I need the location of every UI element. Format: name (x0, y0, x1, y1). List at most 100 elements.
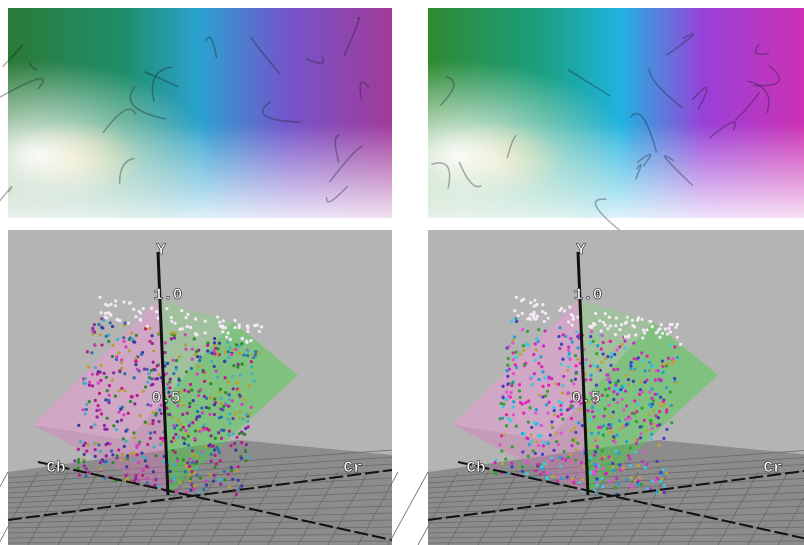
color-point (179, 481, 182, 484)
color-point (146, 443, 149, 446)
color-point (589, 335, 592, 338)
color-point (576, 316, 579, 319)
color-point (151, 411, 154, 414)
color-point (218, 416, 221, 419)
color-point (676, 356, 679, 359)
color-point (115, 358, 118, 361)
color-point (94, 448, 97, 451)
color-point (570, 417, 573, 420)
color-point (174, 331, 177, 334)
color-point (589, 364, 592, 367)
color-point (206, 342, 209, 345)
color-point (105, 376, 108, 379)
color-point (653, 423, 656, 426)
color-point (612, 410, 615, 413)
color-point (195, 454, 198, 457)
color-point (96, 404, 99, 407)
color-point (170, 479, 173, 482)
color-point (640, 432, 643, 435)
color-point (232, 364, 235, 367)
color-point (166, 383, 169, 386)
color-point (545, 403, 548, 406)
color-point (175, 424, 178, 427)
color-point (521, 465, 524, 468)
color-point (213, 350, 216, 353)
color-point (223, 376, 226, 379)
color-point (99, 333, 102, 336)
color-point (628, 417, 631, 420)
color-point (524, 401, 527, 404)
color-point (132, 431, 135, 434)
color-point (195, 418, 198, 421)
color-point (507, 357, 510, 360)
color-point (177, 436, 180, 439)
color-point (535, 337, 538, 340)
color-point (228, 485, 231, 488)
color-point (115, 428, 118, 431)
color-point (671, 362, 674, 365)
color-point (618, 419, 621, 422)
color-point (97, 382, 100, 385)
color-point (662, 371, 665, 374)
color-point (193, 437, 196, 440)
color-point (192, 399, 195, 402)
color-point (521, 450, 524, 453)
color-point (134, 477, 137, 480)
color-point (229, 444, 232, 447)
color-point (153, 484, 156, 487)
color-point (654, 379, 657, 382)
color-point (537, 340, 540, 343)
color-point (260, 325, 263, 328)
color-point (258, 330, 261, 333)
color-point (512, 400, 515, 403)
color-point (567, 456, 570, 459)
color-point (590, 432, 593, 435)
color-point (625, 404, 628, 407)
color-point (219, 459, 222, 462)
color-point (592, 322, 595, 325)
color-point (224, 351, 227, 354)
color-point (153, 445, 156, 448)
color-point (231, 478, 234, 481)
color-point (603, 455, 606, 458)
color-point (514, 317, 517, 320)
color-point (240, 457, 243, 460)
color-point (534, 469, 537, 472)
color-point (213, 341, 216, 344)
color-point (219, 388, 222, 391)
color-point (249, 339, 252, 342)
color-point (135, 356, 138, 359)
color-point (171, 359, 174, 362)
color-point (512, 413, 515, 416)
color-point (662, 437, 665, 440)
color-point (183, 442, 186, 445)
color-point (627, 335, 630, 338)
color-point (623, 340, 626, 343)
color-point (659, 491, 662, 494)
color-point (124, 439, 127, 442)
color-point (186, 313, 189, 316)
color-point (126, 457, 129, 460)
color-point (526, 461, 529, 464)
color-point (222, 405, 225, 408)
color-point (130, 331, 133, 334)
color-point (615, 348, 618, 351)
color-point (108, 384, 111, 387)
color-point (629, 476, 632, 479)
color-point (503, 433, 506, 436)
color-point (641, 359, 644, 362)
color-point (650, 433, 653, 436)
color-point (626, 316, 629, 319)
color-point (256, 323, 259, 326)
color-point (199, 477, 202, 480)
color-point (123, 445, 126, 448)
color-point (629, 484, 632, 487)
color-point (559, 432, 562, 435)
color-point (232, 387, 235, 390)
color-point (635, 442, 638, 445)
color-point (589, 342, 592, 345)
color-point (514, 363, 517, 366)
color-point (612, 435, 615, 438)
color-point (195, 372, 198, 375)
color-point (151, 422, 154, 425)
